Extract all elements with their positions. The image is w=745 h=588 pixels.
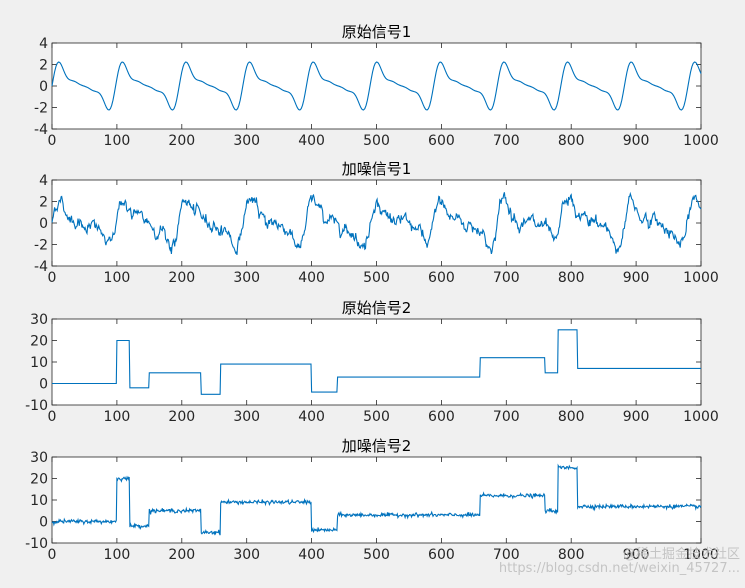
x-tick-label: 600	[428, 547, 455, 563]
x-tick-label: 500	[363, 270, 390, 286]
x-tick-label: 200	[168, 409, 195, 425]
axes-box	[51, 42, 702, 130]
x-tick-label: 700	[493, 547, 520, 563]
x-tick-label: 0	[48, 409, 57, 425]
x-tick-label: 600	[428, 409, 455, 425]
chart-title: 加噪信号2	[342, 437, 412, 455]
x-tick-label: 200	[168, 133, 195, 149]
x-tick-label: 100	[104, 133, 131, 149]
x-tick-label: 0	[48, 270, 57, 286]
y-tick-label: 20	[30, 472, 48, 488]
x-tick-label: 300	[233, 270, 260, 286]
y-tick-label: 20	[30, 334, 48, 350]
y-tick-label: 0	[39, 377, 48, 393]
x-tick-label: 300	[233, 547, 260, 563]
x-tick-label: 100	[104, 547, 131, 563]
x-tick-label: 1000	[683, 547, 719, 563]
x-tick-label: 1000	[683, 409, 719, 425]
y-tick-label: 2	[39, 58, 48, 74]
x-tick-label: 800	[558, 409, 585, 425]
y-tick-label: 2	[39, 195, 48, 211]
x-tick-label: 700	[493, 270, 520, 286]
x-tick-label: 200	[168, 547, 195, 563]
x-tick-label: 900	[623, 270, 650, 286]
y-tick-label: 10	[30, 355, 48, 371]
y-tick-label: 4	[39, 36, 48, 52]
y-tick-label: -2	[34, 101, 48, 117]
x-tick-label: 0	[48, 547, 57, 563]
y-tick-label: 0	[39, 79, 48, 95]
x-tick-label: 700	[493, 409, 520, 425]
x-tick-label: 700	[493, 133, 520, 149]
y-tick-label: 30	[30, 312, 48, 328]
series-line	[51, 191, 702, 256]
x-tick-label: 200	[168, 270, 195, 286]
x-tick-label: 500	[363, 547, 390, 563]
x-tick-label: 800	[558, 133, 585, 149]
x-tick-label: 800	[558, 270, 585, 286]
watermark-text: @稀土掘金技术社区	[623, 546, 740, 562]
y-tick-label: 30	[30, 450, 48, 466]
y-tick-label: 10	[30, 493, 48, 509]
x-tick-label: 800	[558, 547, 585, 563]
x-tick-label: 400	[298, 270, 325, 286]
x-tick-label: 500	[363, 409, 390, 425]
y-tick-label: -4	[34, 259, 48, 275]
x-tick-label: 400	[298, 133, 325, 149]
x-tick-label: 1000	[683, 270, 719, 286]
series-line	[52, 329, 701, 395]
x-tick-label: 400	[298, 547, 325, 563]
subplot-1: 原始信号1 0 100 200 300 400 500 600 700 800 900 1000 -4 -…	[34, 23, 719, 149]
axes-box	[51, 179, 702, 267]
x-tick-label: 100	[104, 270, 131, 286]
x-tick-label: 300	[233, 409, 260, 425]
chart-title: 原始信号2	[342, 299, 412, 317]
y-tick-label: -10	[25, 536, 48, 552]
chart-title: 加噪信号1	[342, 160, 412, 178]
x-tick-label: 600	[428, 133, 455, 149]
series-line	[51, 61, 702, 111]
x-tick-label: 900	[623, 133, 650, 149]
x-tick-label: 400	[298, 409, 325, 425]
axes-box	[51, 318, 702, 406]
subplot-2: 加噪信号1 0 100 200 300 400 500 600 700 800 900 1000 -4 -…	[34, 160, 719, 286]
y-tick-label: -4	[34, 122, 48, 138]
y-tick-label: 0	[39, 515, 48, 531]
chart-title: 原始信号1	[342, 23, 412, 41]
x-tick-label: 500	[363, 133, 390, 149]
x-tick-label: 0	[48, 133, 57, 149]
y-tick-label: 0	[39, 216, 48, 232]
x-tick-label: 600	[428, 270, 455, 286]
x-tick-label: 100	[104, 409, 131, 425]
watermark-url: https://blog.csdn.net/weixin_45727...	[499, 561, 740, 576]
x-tick-label: 900	[623, 547, 650, 563]
x-tick-label: 900	[623, 409, 650, 425]
x-tick-label: 1000	[683, 133, 719, 149]
y-tick-label: -2	[34, 238, 48, 254]
y-tick-label: -10	[25, 398, 48, 414]
x-tick-label: 300	[233, 133, 260, 149]
y-tick-label: 4	[39, 173, 48, 189]
axes-box	[51, 456, 702, 544]
series-line	[51, 463, 702, 536]
